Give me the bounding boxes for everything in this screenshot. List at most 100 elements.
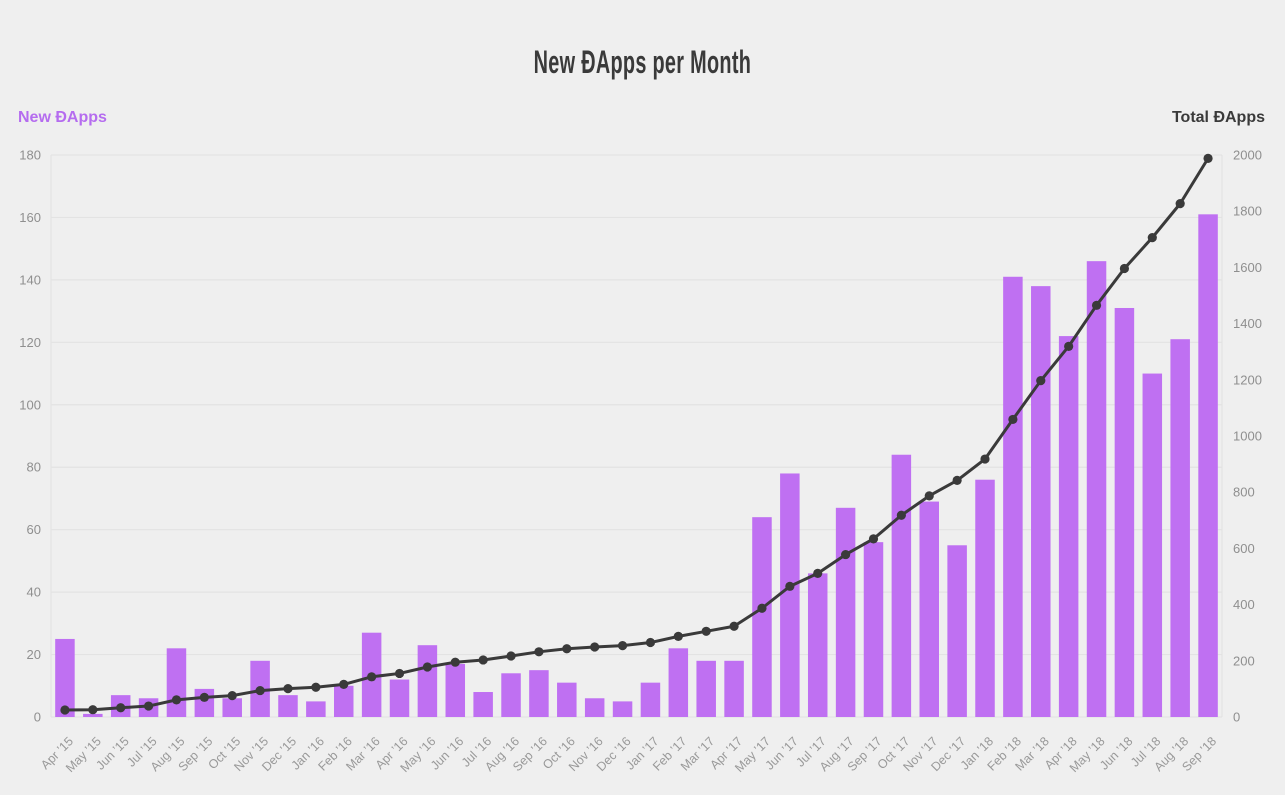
line-point-feb-17[interactable]	[673, 631, 683, 641]
line-point-jun-16[interactable]	[450, 657, 460, 667]
bar-jan-18[interactable]	[975, 479, 995, 717]
bar-feb-18[interactable]	[1003, 276, 1023, 717]
line-point-aug-15[interactable]	[171, 695, 182, 705]
bar-jan-17[interactable]	[640, 682, 661, 717]
right-axis-tick-label: 400	[1233, 597, 1255, 612]
bar-sep-16[interactable]	[529, 670, 549, 717]
line-point-may-16[interactable]	[422, 662, 432, 672]
line-point-dec-17[interactable]	[952, 475, 962, 485]
line-point-jun-15[interactable]	[116, 703, 126, 713]
line-point-dec-15[interactable]	[283, 684, 293, 694]
line-point-aug-16[interactable]	[506, 651, 516, 661]
line-point-jul-16[interactable]	[478, 655, 488, 665]
bar-apr-18[interactable]	[1058, 336, 1079, 717]
left-axis-tick-label: 180	[19, 148, 41, 163]
line-point-oct-15[interactable]	[227, 691, 237, 701]
line-point-may-15[interactable]	[88, 705, 98, 715]
bar-jul-18[interactable]	[1142, 373, 1163, 717]
line-point-jan-16[interactable]	[311, 682, 321, 692]
bar-feb-17[interactable]	[668, 648, 689, 717]
line-point-nov-16[interactable]	[590, 642, 600, 652]
line-point-jul-15[interactable]	[143, 701, 154, 711]
bar-jun-18[interactable]	[1114, 307, 1135, 717]
right-axis-title: Total ĐApps	[1171, 109, 1265, 126]
line-point-jul-17[interactable]	[813, 568, 823, 579]
bar-apr-15[interactable]	[55, 638, 75, 717]
line-point-aug-17[interactable]	[841, 549, 851, 560]
line-point-oct-17[interactable]	[896, 510, 906, 520]
bar-apr-17[interactable]	[724, 660, 744, 717]
line-point-mar-16[interactable]	[367, 672, 377, 682]
line-point-jan-18[interactable]	[980, 454, 990, 464]
right-axis-tick-label: 0	[1233, 710, 1240, 725]
right-axis-tick-label: 1600	[1233, 260, 1262, 275]
right-axis-tick-label: 1400	[1233, 316, 1262, 331]
left-axis-tick-label: 140	[19, 272, 41, 287]
bar-oct-16[interactable]	[557, 682, 577, 717]
line-point-apr-16[interactable]	[394, 668, 405, 679]
bar-jun-17[interactable]	[780, 473, 800, 717]
bar-jul-17[interactable]	[807, 573, 828, 717]
bar-dec-15[interactable]	[278, 695, 298, 717]
line-point-nov-17[interactable]	[924, 491, 934, 501]
line-point-sep-16[interactable]	[534, 647, 544, 657]
bar-apr-16[interactable]	[389, 679, 410, 717]
bar-mar-17[interactable]	[696, 660, 716, 717]
line-point-feb-16[interactable]	[339, 679, 349, 690]
line-point-apr-15[interactable]	[60, 705, 70, 715]
left-axis-tick-label: 20	[27, 647, 41, 662]
bar-aug-18[interactable]	[1170, 339, 1190, 717]
bar-oct-15[interactable]	[222, 698, 242, 717]
left-axis-tick-label: 120	[19, 335, 41, 350]
line-point-nov-15[interactable]	[255, 685, 265, 696]
bar-jun-16[interactable]	[445, 663, 466, 717]
right-axis-tick-label: 2000	[1233, 148, 1262, 163]
line-point-feb-18[interactable]	[1008, 414, 1018, 425]
bar-may-15[interactable]	[83, 713, 103, 717]
bar-oct-17[interactable]	[891, 454, 912, 717]
bar-sep-17[interactable]	[863, 542, 884, 717]
line-point-sep-18[interactable]	[1203, 153, 1213, 163]
line-point-jul-18[interactable]	[1147, 233, 1157, 243]
bar-mar-18[interactable]	[1031, 286, 1051, 717]
bar-jul-16[interactable]	[473, 692, 493, 717]
bar-aug-15[interactable]	[166, 648, 187, 717]
bar-sep-18[interactable]	[1198, 214, 1218, 718]
line-point-jun-17[interactable]	[785, 581, 795, 591]
total-line	[63, 156, 1210, 712]
right-axis-tick-label: 1200	[1233, 372, 1262, 387]
bar-may-17[interactable]	[752, 517, 772, 717]
line-point-may-18[interactable]	[1091, 300, 1102, 310]
line-point-jan-17[interactable]	[645, 637, 656, 648]
bar-nov-17[interactable]	[919, 501, 940, 717]
right-axis-tick-label: 600	[1233, 541, 1255, 556]
line-point-apr-18[interactable]	[1064, 341, 1074, 351]
bar-feb-16[interactable]	[334, 685, 354, 717]
right-axis-tick-label: 800	[1233, 485, 1255, 500]
line-point-jun-18[interactable]	[1119, 263, 1130, 274]
left-axis-title: New ĐApps	[18, 109, 107, 126]
line-point-aug-18[interactable]	[1175, 199, 1185, 209]
line-point-may-17[interactable]	[757, 603, 767, 613]
bar-aug-17[interactable]	[835, 507, 856, 717]
line-point-dec-16[interactable]	[617, 641, 628, 651]
bar-dec-16[interactable]	[612, 701, 633, 717]
right-axis-tick-label: 1800	[1233, 204, 1262, 219]
line-point-mar-18[interactable]	[1036, 376, 1046, 386]
line-point-sep-15[interactable]	[199, 692, 209, 702]
bar-dec-17[interactable]	[947, 545, 967, 717]
bar-jan-16[interactable]	[306, 701, 326, 717]
bar-nov-16[interactable]	[584, 698, 605, 717]
bar-aug-16[interactable]	[501, 673, 521, 717]
left-axis-tick-label: 80	[27, 460, 41, 475]
right-axis-tick-label: 200	[1233, 653, 1255, 668]
left-axis-tick-label: 60	[27, 522, 41, 537]
bar-may-18[interactable]	[1086, 261, 1107, 717]
line-point-mar-17[interactable]	[701, 626, 711, 636]
line-point-apr-17[interactable]	[729, 621, 739, 631]
left-axis-tick-label: 0	[34, 710, 41, 725]
line-point-oct-16[interactable]	[562, 644, 572, 654]
bar-may-16[interactable]	[417, 645, 438, 717]
line-point-sep-17[interactable]	[868, 534, 879, 544]
